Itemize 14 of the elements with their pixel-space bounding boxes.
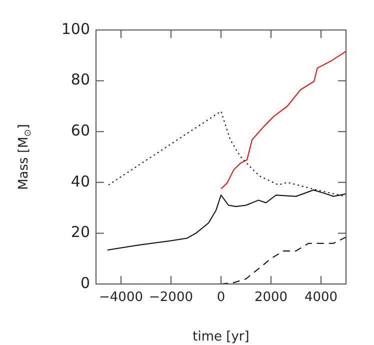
y-tick-label: 80: [70, 70, 90, 89]
y-axis-title: Mass [M⊙]: [16, 124, 34, 190]
x-tick-label: 4000: [304, 290, 338, 306]
x-tick-label: 2000: [254, 290, 288, 306]
y-tick-label: 60: [70, 121, 90, 140]
x-tick-label: −2000: [149, 290, 193, 306]
x-tick-label: 0: [216, 290, 226, 306]
y-tick-label: 20: [70, 223, 90, 242]
y-tick-label: 0: [80, 274, 90, 292]
x-axis-title: time [yr]: [192, 330, 250, 345]
y-tick-label: 100: [61, 20, 90, 38]
y-tick-label: 40: [70, 172, 90, 190]
x-tick-label: −4000: [99, 290, 143, 306]
line-series: [220, 236, 346, 284]
